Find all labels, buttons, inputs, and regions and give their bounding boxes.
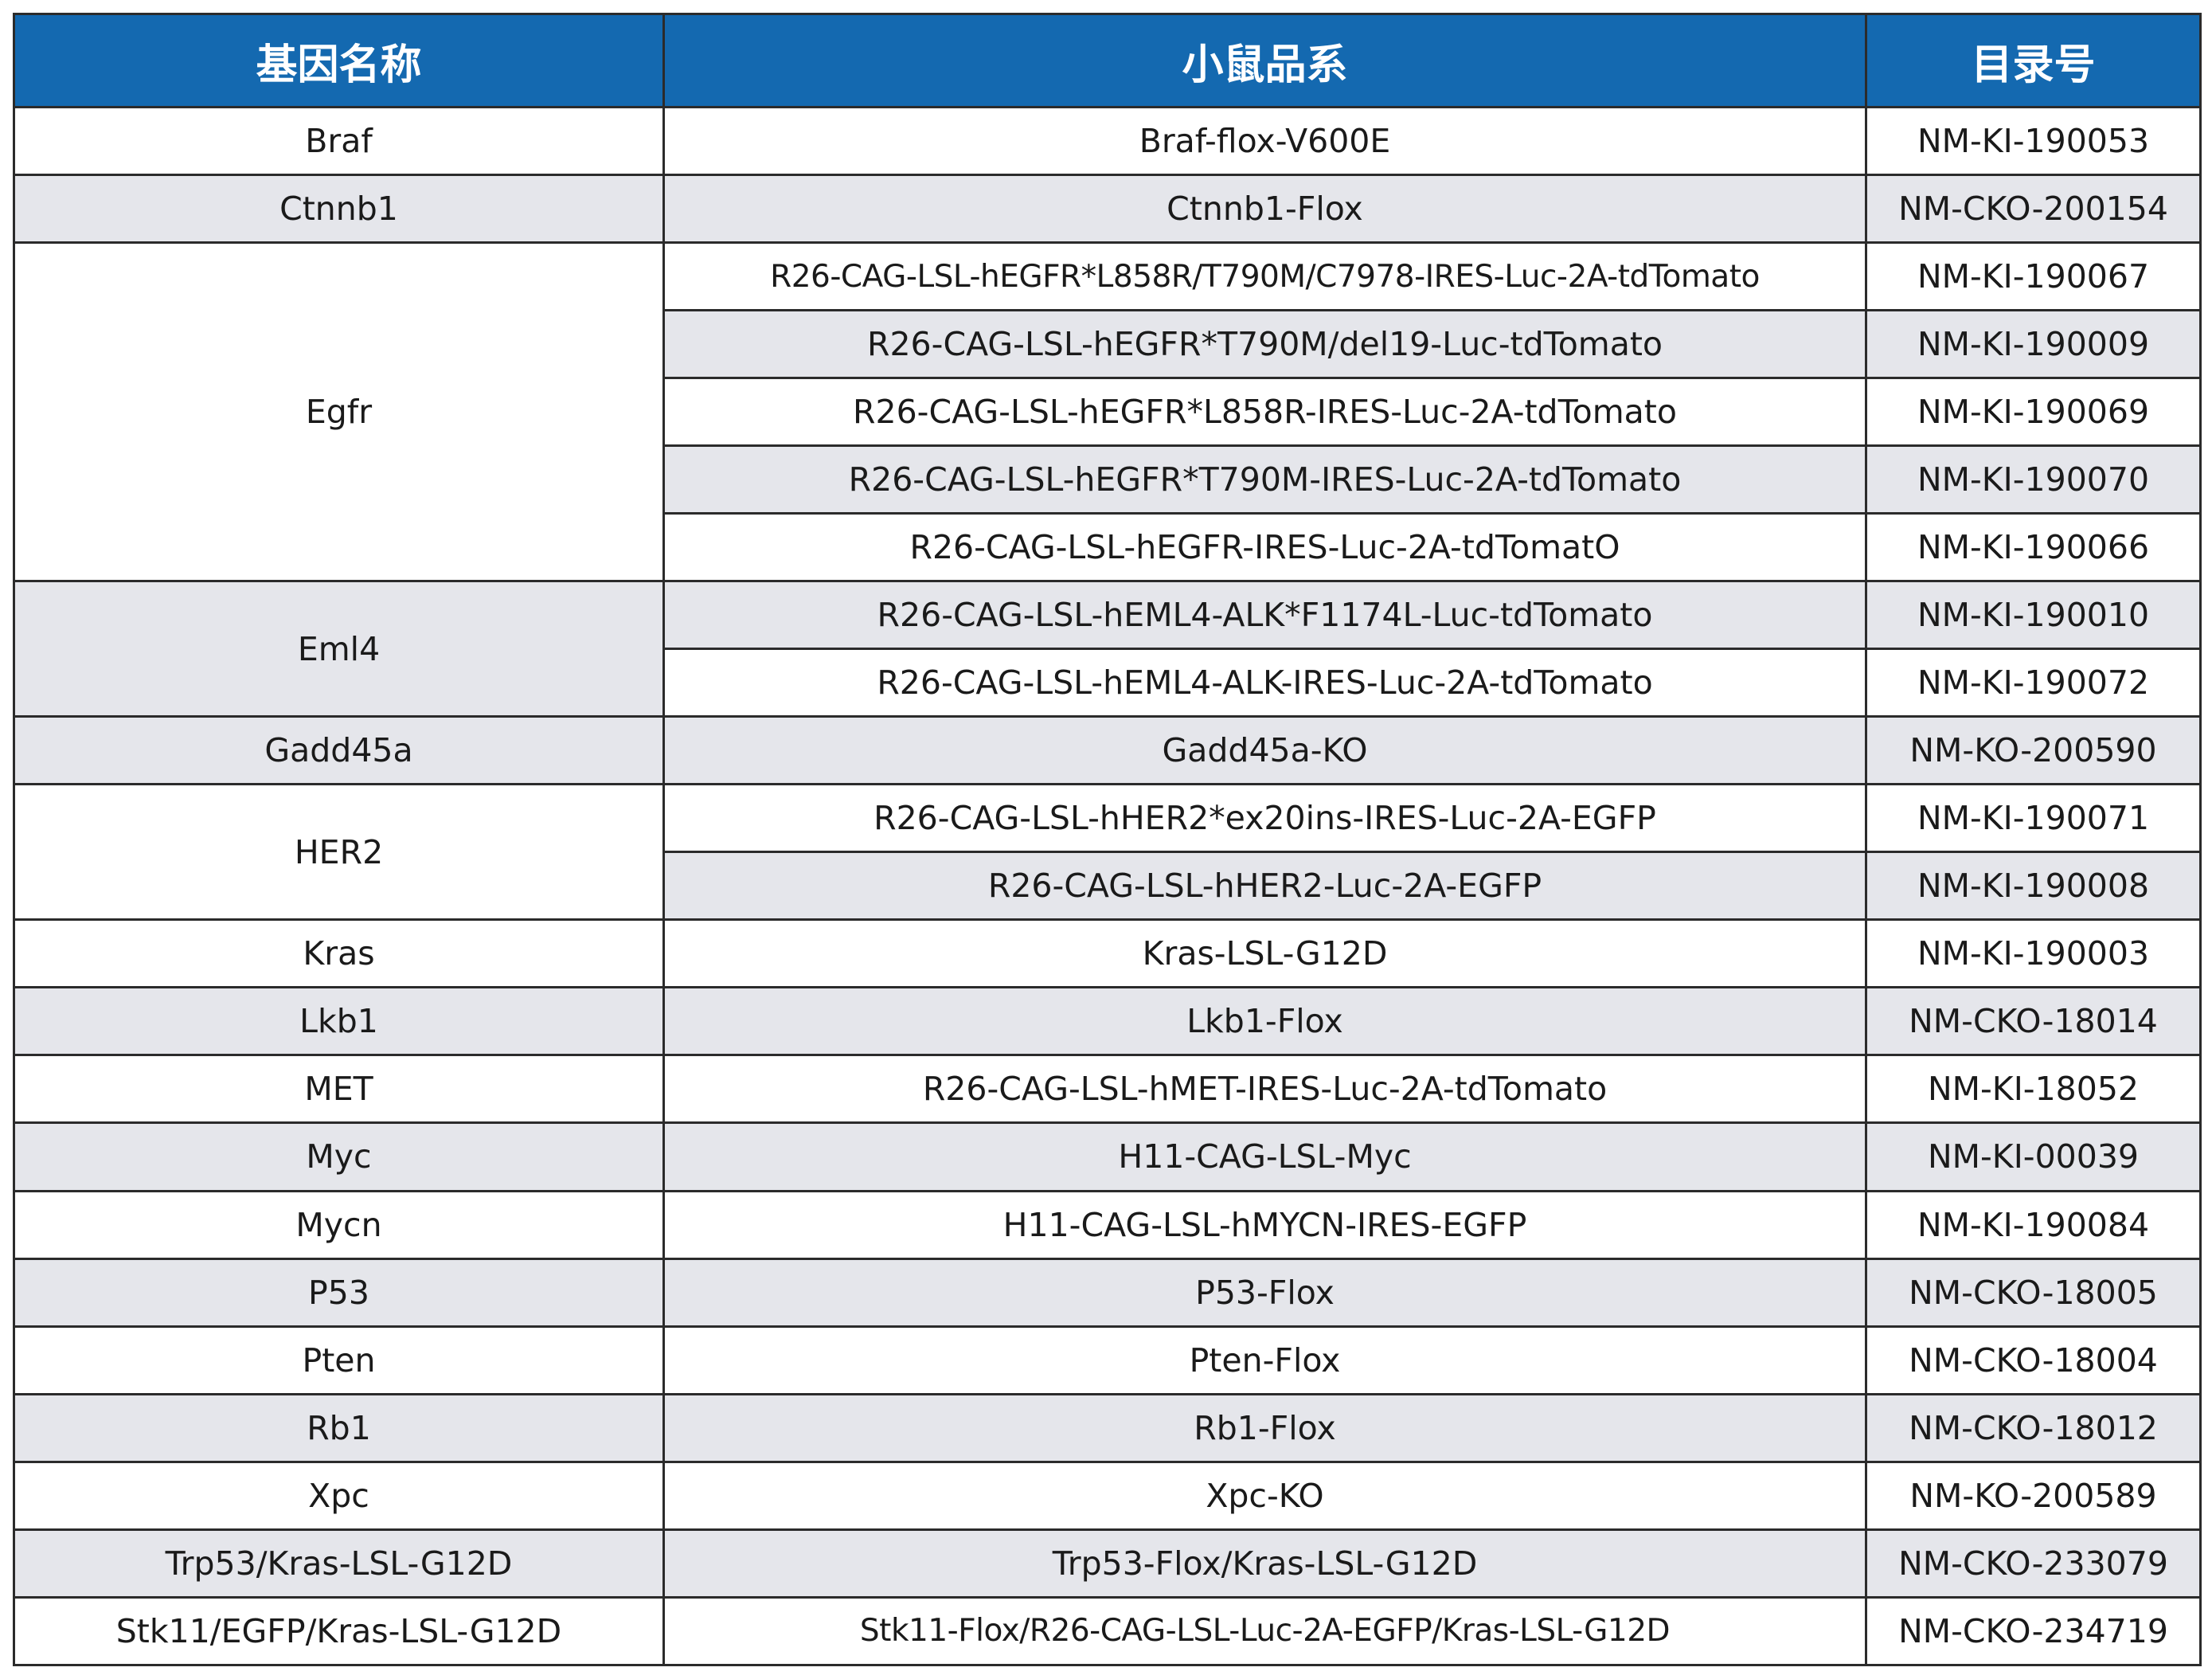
gene-cell: MET: [13, 1054, 665, 1125]
gene-cell: Kras: [13, 918, 665, 989]
strain-cell: R26-CAG-LSL-hHER2*ex20ins-IRES-Luc-2A-EG…: [662, 783, 1867, 854]
catalog-cell: NM-CKO-18004: [1865, 1325, 2202, 1395]
strain-cell: Pten-Flox: [662, 1325, 1867, 1395]
gene-cell: Pten: [13, 1325, 665, 1395]
table-row: Kras Kras-LSL-G12D NM-KI-190003: [13, 918, 2202, 989]
header-gene-name: 基因名称: [13, 13, 665, 108]
strain-cell: Gadd45a-KO: [662, 715, 1867, 786]
table-row: HER2 R26-CAG-LSL-hHER2*ex20ins-IRES-Luc-…: [13, 783, 2202, 922]
strain-cell: Kras-LSL-G12D: [662, 918, 1867, 989]
catalog-cell: NM-KI-190084: [1865, 1189, 2202, 1260]
mouse-strain-table: 基因名称 小鼠品系 目录号 Braf Braf-flox-V600E NM-KI…: [13, 13, 2202, 1667]
strain-cell: R26-CAG-LSL-hEGFR-IRES-Luc-2A-tdTomatO: [662, 512, 1867, 583]
strain-cell: R26-CAG-LSL-hEML4-ALK*F1174L-Luc-tdTomat…: [662, 580, 1867, 651]
table-row: R26-CAG-LSL-hEGFR-IRES-Luc-2A-tdTomatO N…: [14, 512, 2202, 583]
table-row: Egfr R26-CAG-LSL-hEGFR*L858R/T790M/C7978…: [13, 241, 2202, 583]
header-mouse-strain: 小鼠品系: [662, 13, 1867, 108]
table-row: R26-CAG-LSL-hEGFR*L858R-IRES-Luc-2A-tdTo…: [14, 377, 2202, 448]
gene-cell: Ctnnb1: [13, 174, 665, 245]
catalog-cell: NM-KI-190008: [1865, 851, 2202, 922]
strain-cell: Ctnnb1-Flox: [662, 174, 1867, 245]
table-row: R26-CAG-LSL-hHER2-Luc-2A-EGFP NM-KI-1900…: [14, 851, 2202, 922]
catalog-cell: NM-KI-18052: [1865, 1054, 2202, 1125]
strain-cell: P53-Flox: [662, 1257, 1867, 1328]
strain-cell: R26-CAG-LSL-hMET-IRES-Luc-2A-tdTomato: [662, 1054, 1867, 1125]
catalog-cell: NM-KI-190067: [1865, 241, 2202, 312]
catalog-cell: NM-KI-190071: [1865, 783, 2202, 854]
strain-cell: R26-CAG-LSL-hEGFR*L858R/T790M/C7978-IRES…: [662, 241, 1867, 312]
gene-cell: Braf: [13, 105, 665, 177]
catalog-cell: NM-KI-190003: [1865, 918, 2202, 989]
table-row: Ctnnb1 Ctnnb1-Flox NM-CKO-200154: [13, 174, 2202, 245]
catalog-cell: NM-KI-190066: [1865, 512, 2202, 583]
strain-cell: Rb1-Flox: [662, 1392, 1867, 1463]
catalog-cell: NM-CKO-18005: [1865, 1257, 2202, 1328]
table-header-row: 基因名称 小鼠品系 目录号: [13, 13, 2202, 108]
table-row: MET R26-CAG-LSL-hMET-IRES-Luc-2A-tdTomat…: [13, 1054, 2202, 1125]
gene-cell: Rb1: [13, 1392, 665, 1463]
gene-cell: Lkb1: [13, 986, 665, 1057]
table-row: P53 P53-Flox NM-CKO-18005: [13, 1257, 2202, 1328]
gene-cell: Xpc: [13, 1460, 665, 1531]
gene-cell: HER2: [13, 783, 665, 922]
table-row: Lkb1 Lkb1-Flox NM-CKO-18014: [13, 986, 2202, 1057]
gene-cell: Myc: [13, 1121, 665, 1192]
strain-cell: Trp53-Flox/Kras-LSL-G12D: [662, 1528, 1867, 1599]
strain-cell: Stk11-Flox/R26-CAG-LSL-Luc-2A-EGFP/Kras-…: [662, 1595, 1867, 1667]
catalog-cell: NM-KO-200589: [1865, 1460, 2202, 1531]
table-row: Rb1 Rb1-Flox NM-CKO-18012: [13, 1392, 2202, 1463]
table-row: Myc H11-CAG-LSL-Myc NM-KI-00039: [13, 1121, 2202, 1192]
table-row: Xpc Xpc-KO NM-KO-200589: [13, 1460, 2202, 1531]
table-row: Eml4 R26-CAG-LSL-hEML4-ALK*F1174L-Luc-td…: [13, 580, 2202, 718]
catalog-cell: NM-KO-200590: [1865, 715, 2202, 786]
strain-cell: Braf-flox-V600E: [662, 105, 1867, 177]
strain-cell: R26-CAG-LSL-hEGFR*T790M-IRES-Luc-2A-tdTo…: [662, 444, 1867, 515]
catalog-cell: NM-KI-190069: [1865, 377, 2202, 448]
header-catalog-number: 目录号: [1865, 13, 2202, 108]
catalog-cell: NM-CKO-234719: [1865, 1595, 2202, 1667]
catalog-cell: NM-KI-190009: [1865, 309, 2202, 380]
catalog-cell: NM-KI-190010: [1865, 580, 2202, 651]
strain-cell: H11-CAG-LSL-hMYCN-IRES-EGFP: [662, 1189, 1867, 1260]
strain-cell: H11-CAG-LSL-Myc: [662, 1121, 1867, 1192]
table-row: R26-CAG-LSL-hEML4-ALK-IRES-Luc-2A-tdToma…: [14, 648, 2202, 718]
strain-cell: Lkb1-Flox: [662, 986, 1867, 1057]
table-row: Gadd45a Gadd45a-KO NM-KO-200590: [13, 715, 2202, 786]
gene-cell: Eml4: [13, 580, 665, 718]
table-row: Trp53/Kras-LSL-G12D Trp53-Flox/Kras-LSL-…: [13, 1528, 2202, 1599]
catalog-cell: NM-KI-190072: [1865, 648, 2202, 718]
gene-cell: Mycn: [13, 1189, 665, 1260]
gene-cell: Gadd45a: [13, 715, 665, 786]
catalog-cell: NM-KI-190070: [1865, 444, 2202, 515]
strain-cell: R26-CAG-LSL-hEGFR*L858R-IRES-Luc-2A-tdTo…: [662, 377, 1867, 448]
gene-cell: Egfr: [13, 241, 665, 583]
table-row: R26-CAG-LSL-hEGFR*T790M/del19-Luc-tdToma…: [14, 309, 2202, 380]
catalog-cell: NM-CKO-200154: [1865, 174, 2202, 245]
table-row: Mycn H11-CAG-LSL-hMYCN-IRES-EGFP NM-KI-1…: [13, 1189, 2202, 1260]
table-row: Pten Pten-Flox NM-CKO-18004: [13, 1325, 2202, 1395]
catalog-cell: NM-CKO-18012: [1865, 1392, 2202, 1463]
strain-cell: Xpc-KO: [662, 1460, 1867, 1531]
table-row: Stk11/EGFP/Kras-LSL-G12D Stk11-Flox/R26-…: [13, 1595, 2202, 1667]
strain-cell: R26-CAG-LSL-hEML4-ALK-IRES-Luc-2A-tdToma…: [662, 648, 1867, 718]
catalog-cell: NM-KI-190053: [1865, 105, 2202, 177]
gene-cell: P53: [13, 1257, 665, 1328]
gene-cell: Stk11/EGFP/Kras-LSL-G12D: [13, 1595, 665, 1667]
catalog-cell: NM-CKO-233079: [1865, 1528, 2202, 1599]
strain-cell: R26-CAG-LSL-hHER2-Luc-2A-EGFP: [662, 851, 1867, 922]
gene-cell: Trp53/Kras-LSL-G12D: [13, 1528, 665, 1599]
catalog-cell: NM-KI-00039: [1865, 1121, 2202, 1192]
table-row: Braf Braf-flox-V600E NM-KI-190053: [13, 105, 2202, 177]
strain-cell: R26-CAG-LSL-hEGFR*T790M/del19-Luc-tdToma…: [662, 309, 1867, 380]
catalog-cell: NM-CKO-18014: [1865, 986, 2202, 1057]
